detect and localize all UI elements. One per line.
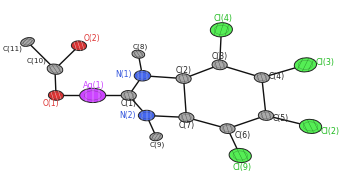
Ellipse shape: [254, 73, 269, 82]
Text: C(8): C(8): [132, 43, 148, 50]
Ellipse shape: [121, 91, 136, 100]
Text: C(3): C(3): [211, 52, 228, 61]
Text: Ag(1): Ag(1): [82, 81, 104, 90]
Text: C(11): C(11): [2, 45, 22, 52]
Text: C(7): C(7): [178, 121, 194, 130]
Ellipse shape: [138, 110, 155, 121]
Ellipse shape: [220, 124, 235, 133]
Text: Cl(3): Cl(3): [316, 58, 335, 67]
Ellipse shape: [176, 74, 191, 83]
Ellipse shape: [229, 148, 251, 163]
Ellipse shape: [258, 111, 274, 120]
Ellipse shape: [132, 50, 145, 58]
Ellipse shape: [134, 70, 151, 81]
Text: Cl(4): Cl(4): [214, 14, 232, 23]
Text: C(1): C(1): [121, 99, 137, 108]
Ellipse shape: [49, 91, 64, 100]
Text: N(1): N(1): [115, 70, 132, 79]
Text: C(6): C(6): [235, 131, 251, 140]
Text: C(10): C(10): [26, 57, 46, 64]
Ellipse shape: [21, 38, 35, 46]
Ellipse shape: [210, 23, 232, 37]
Ellipse shape: [294, 58, 317, 72]
Text: N(2): N(2): [119, 111, 136, 120]
Text: O(2): O(2): [84, 34, 100, 43]
Ellipse shape: [212, 60, 227, 70]
Ellipse shape: [150, 133, 163, 141]
Ellipse shape: [72, 41, 87, 51]
Text: Cl(2): Cl(2): [321, 127, 340, 136]
Text: C(4): C(4): [269, 72, 285, 81]
Ellipse shape: [179, 112, 194, 122]
Ellipse shape: [80, 88, 106, 103]
Text: C(2): C(2): [176, 66, 192, 75]
Text: Cl(9): Cl(9): [232, 163, 252, 172]
Ellipse shape: [47, 64, 63, 74]
Ellipse shape: [299, 119, 322, 133]
Text: C(5): C(5): [273, 114, 289, 123]
Text: C(9): C(9): [149, 141, 164, 148]
Text: O(1): O(1): [43, 99, 59, 108]
